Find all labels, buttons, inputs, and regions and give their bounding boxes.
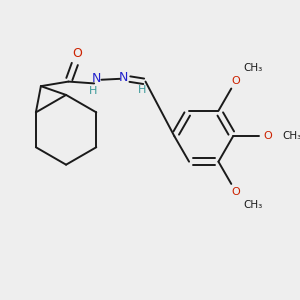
Text: CH₃: CH₃ bbox=[243, 200, 262, 210]
Text: CH₃: CH₃ bbox=[283, 131, 300, 141]
Text: N: N bbox=[92, 72, 102, 85]
Text: O: O bbox=[232, 76, 240, 85]
Text: CH₃: CH₃ bbox=[243, 63, 262, 73]
Text: O: O bbox=[232, 187, 240, 197]
Text: H: H bbox=[138, 85, 146, 95]
Text: H: H bbox=[89, 86, 98, 96]
Text: N: N bbox=[119, 71, 128, 84]
Text: O: O bbox=[264, 131, 272, 141]
Text: O: O bbox=[73, 46, 82, 60]
